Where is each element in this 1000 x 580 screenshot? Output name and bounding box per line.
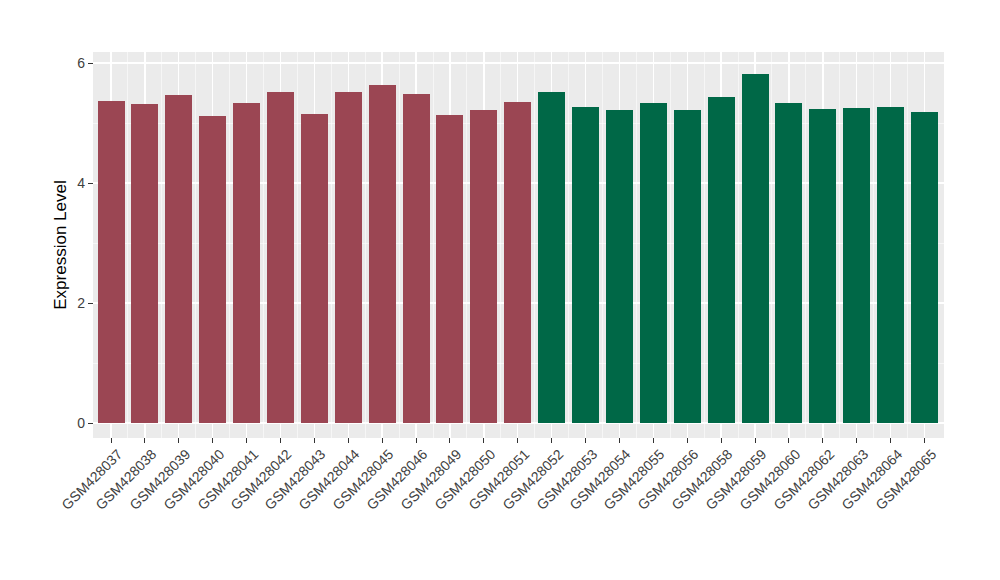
x-tick-mark bbox=[382, 438, 383, 443]
x-tick-mark bbox=[517, 438, 518, 443]
gridline-minor-x bbox=[873, 52, 874, 438]
gridline-minor-x bbox=[907, 52, 908, 438]
y-tick-label: 2 bbox=[51, 295, 85, 311]
bar-GSM428056 bbox=[674, 110, 701, 423]
gridline-minor-x bbox=[670, 52, 671, 438]
gridline-major-y bbox=[93, 62, 944, 63]
gridline-minor-x bbox=[704, 52, 705, 438]
gridline-minor-x bbox=[263, 52, 264, 438]
bar-GSM428055 bbox=[640, 103, 667, 423]
gridline-minor-x bbox=[602, 52, 603, 438]
plot-panel bbox=[93, 52, 944, 438]
x-tick-mark bbox=[144, 438, 145, 443]
y-axis-title: Expression Level bbox=[51, 180, 71, 309]
x-tick-mark bbox=[178, 438, 179, 443]
y-tick-mark bbox=[88, 183, 93, 184]
x-tick-mark bbox=[788, 438, 789, 443]
x-tick-mark bbox=[449, 438, 450, 443]
bar-GSM428046 bbox=[403, 94, 430, 423]
bar-GSM428050 bbox=[470, 110, 497, 423]
x-tick-mark bbox=[483, 438, 484, 443]
bar-GSM428044 bbox=[335, 92, 362, 423]
y-tick-mark bbox=[88, 303, 93, 304]
expression-bar-chart: Expression Level 0246GSM428037GSM428038G… bbox=[0, 0, 1000, 580]
bar-GSM428064 bbox=[877, 107, 904, 423]
x-tick-mark bbox=[280, 438, 281, 443]
gridline-minor-x bbox=[365, 52, 366, 438]
x-tick-mark bbox=[822, 438, 823, 443]
gridline-minor-x bbox=[433, 52, 434, 438]
bar-GSM428065 bbox=[911, 112, 938, 423]
x-tick-mark bbox=[856, 438, 857, 443]
bar-GSM428059 bbox=[742, 74, 769, 423]
x-tick-mark bbox=[924, 438, 925, 443]
bar-GSM428045 bbox=[369, 85, 396, 423]
gridline-minor-x bbox=[127, 52, 128, 438]
gridline-minor-x bbox=[297, 52, 298, 438]
bar-GSM428063 bbox=[843, 108, 870, 423]
gridline-minor-x bbox=[839, 52, 840, 438]
gridline-minor-x bbox=[161, 52, 162, 438]
bar-GSM428053 bbox=[572, 107, 599, 423]
bar-GSM428049 bbox=[436, 115, 463, 423]
gridline-minor-x bbox=[805, 52, 806, 438]
x-tick-mark bbox=[551, 438, 552, 443]
x-tick-mark bbox=[111, 438, 112, 443]
bar-GSM428058 bbox=[708, 97, 735, 423]
x-tick-mark bbox=[416, 438, 417, 443]
bar-GSM428038 bbox=[131, 104, 158, 423]
x-tick-mark bbox=[314, 438, 315, 443]
bar-GSM428054 bbox=[606, 110, 633, 423]
gridline-minor-x bbox=[738, 52, 739, 438]
gridline-minor-x bbox=[568, 52, 569, 438]
x-tick-mark bbox=[585, 438, 586, 443]
bar-GSM428040 bbox=[199, 116, 226, 423]
bar-GSM428037 bbox=[98, 101, 125, 423]
bar-GSM428052 bbox=[538, 92, 565, 423]
gridline-minor-x bbox=[500, 52, 501, 438]
x-tick-mark bbox=[755, 438, 756, 443]
bar-GSM428062 bbox=[809, 109, 836, 423]
gridline-minor-x bbox=[331, 52, 332, 438]
x-tick-mark bbox=[212, 438, 213, 443]
y-tick-label: 6 bbox=[51, 55, 85, 71]
y-tick-mark bbox=[88, 423, 93, 424]
bar-GSM428043 bbox=[301, 114, 328, 423]
bar-GSM428042 bbox=[267, 92, 294, 423]
gridline-minor-x bbox=[399, 52, 400, 438]
gridline-minor-x bbox=[466, 52, 467, 438]
x-tick-mark bbox=[687, 438, 688, 443]
gridline-minor-x bbox=[195, 52, 196, 438]
x-tick-mark bbox=[619, 438, 620, 443]
y-tick-label: 0 bbox=[51, 415, 85, 431]
gridline-minor-x bbox=[229, 52, 230, 438]
y-tick-mark bbox=[88, 63, 93, 64]
x-tick-mark bbox=[721, 438, 722, 443]
bar-GSM428041 bbox=[233, 103, 260, 423]
gridline-minor-x bbox=[636, 52, 637, 438]
bar-GSM428060 bbox=[775, 103, 802, 423]
gridline-minor-x bbox=[771, 52, 772, 438]
x-tick-mark bbox=[653, 438, 654, 443]
x-tick-mark bbox=[348, 438, 349, 443]
y-tick-label: 4 bbox=[51, 175, 85, 191]
bar-GSM428051 bbox=[504, 102, 531, 423]
bar-GSM428039 bbox=[165, 95, 192, 423]
x-tick-mark bbox=[246, 438, 247, 443]
x-tick-mark bbox=[890, 438, 891, 443]
gridline-minor-x bbox=[534, 52, 535, 438]
